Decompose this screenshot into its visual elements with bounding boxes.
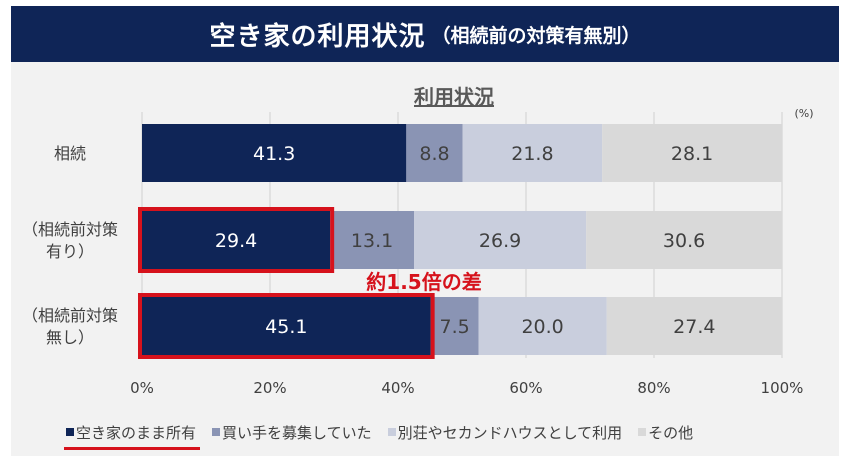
x-tick-label: 40% (381, 379, 414, 397)
legend-label: 空き家のまま所有 (76, 423, 197, 442)
page-subtitle: （相続前の対策有無別） (431, 24, 641, 47)
data-label: 41.3 (253, 143, 295, 165)
data-label: 20.0 (521, 316, 563, 338)
category-label: （相続前対策 (22, 306, 118, 325)
highlight-box (138, 207, 335, 273)
data-label: 30.6 (663, 230, 705, 252)
bar-segment (462, 124, 603, 182)
legend-highlight-underline (64, 446, 201, 450)
data-label: 28.1 (671, 143, 713, 165)
x-tick-label: 60% (509, 379, 542, 397)
bar-segment (586, 211, 782, 269)
data-label: 8.8 (419, 143, 449, 165)
legend-label: 買い手を募集していた (222, 423, 372, 442)
bar-segment (406, 124, 463, 182)
chart-legend: 空き家のまま所有 買い手を募集していた 別荘やセカンドハウスとして利用 その他 (64, 420, 709, 450)
bar-segment (414, 211, 587, 269)
legend-item: 空き家のまま所有 (64, 422, 201, 450)
legend-item: その他 (638, 422, 693, 443)
bar-segment (430, 297, 479, 355)
bar-segment (602, 124, 782, 182)
title-banner: 空き家の利用状況 （相続前の対策有無別） (11, 6, 839, 62)
x-tick-label: 100% (761, 379, 804, 397)
legend-label: その他 (648, 423, 694, 442)
data-label: 7.5 (440, 316, 470, 338)
legend-swatch (638, 428, 647, 436)
category-label: （相続前対策 (22, 220, 118, 239)
legend-label: 別荘やセカンドハウスとして利用 (397, 423, 623, 442)
highlight-box (138, 293, 435, 359)
category-label: 有り） (46, 242, 94, 261)
x-tick-label: 20% (253, 379, 286, 397)
category-label: 無し） (46, 328, 94, 347)
data-label: 27.4 (673, 316, 715, 338)
bar-segment (478, 297, 607, 355)
bar-segment (142, 211, 331, 269)
category-label: 相続 (54, 144, 86, 163)
bar-segment (330, 211, 414, 269)
data-label: 45.1 (265, 316, 307, 338)
chart-title: 利用状況 (414, 85, 494, 109)
legend-item: 買い手を募集していた (212, 422, 372, 443)
bar-segment (142, 297, 431, 355)
unit-label: (%) (794, 107, 813, 120)
legend-swatch (66, 428, 74, 436)
legend-item: 別荘やセカンドハウスとして利用 (387, 422, 623, 443)
x-tick-label: 0% (130, 379, 154, 397)
bar-segment (606, 297, 782, 355)
data-label: 21.8 (511, 143, 553, 165)
data-label: 29.4 (215, 230, 257, 252)
data-label: 13.1 (351, 230, 393, 252)
bar-segment (142, 124, 407, 182)
legend-swatch (212, 428, 221, 436)
page-title: 空き家の利用状況 (209, 21, 426, 52)
data-label: 26.9 (479, 230, 521, 252)
x-tick-label: 80% (637, 379, 670, 397)
annotation-text: 約1.5倍の差 (366, 270, 481, 294)
legend-swatch (387, 428, 396, 436)
